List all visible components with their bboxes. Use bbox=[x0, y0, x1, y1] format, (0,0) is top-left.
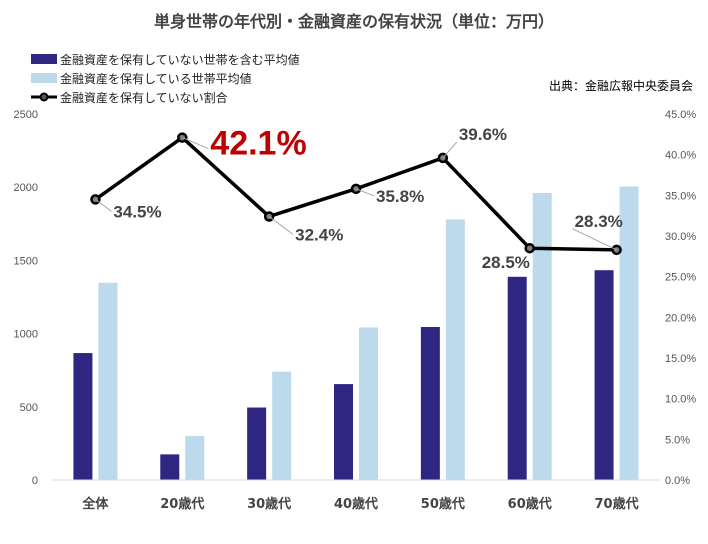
x-category-label: 40歳代 bbox=[334, 496, 378, 512]
y-left-tick-label: 1500 bbox=[14, 255, 38, 267]
bar-series-2 bbox=[98, 282, 118, 480]
x-category-label: 60歳代 bbox=[508, 496, 552, 512]
y-right-tick-label: 45.0% bbox=[665, 109, 696, 121]
legend: 金融資産を保有していない世帯を含む平均値 金融資産を保有している世帯平均値 金融… bbox=[31, 52, 300, 105]
data-label: 28.3% bbox=[575, 212, 623, 231]
y-right-tick-label: 15.0% bbox=[665, 353, 696, 365]
line-point bbox=[524, 242, 535, 254]
x-category-label: 20歳代 bbox=[160, 496, 204, 512]
legend-line-marker bbox=[39, 92, 49, 102]
label-leader-line bbox=[95, 198, 112, 212]
bar-series bbox=[73, 186, 639, 480]
y-right-tick-label: 35.0% bbox=[665, 190, 696, 202]
x-category-label: 全体 bbox=[81, 496, 109, 512]
y-right-tick-label: 0.0% bbox=[665, 475, 690, 487]
y-right-tick-label: 20.0% bbox=[665, 312, 696, 324]
y-axis-left: 0 500 1000 1500 2000 2500 bbox=[14, 109, 38, 487]
bar-series-2 bbox=[445, 219, 465, 480]
y-right-tick-label: 5.0% bbox=[665, 434, 690, 446]
y-left-tick-label: 0 bbox=[32, 475, 38, 487]
y-left-tick-label: 1000 bbox=[14, 329, 38, 341]
x-category-label: 50歳代 bbox=[421, 496, 465, 512]
label-leader-line bbox=[572, 228, 617, 251]
y-right-tick-label: 25.0% bbox=[665, 272, 696, 284]
bar-series-2 bbox=[619, 186, 639, 480]
chart-title: 単身世帯の年代別・金融資産の保有状況（単位：万円） bbox=[154, 12, 554, 31]
data-label: 32.4% bbox=[295, 225, 343, 244]
y-left-tick-label: 500 bbox=[20, 402, 38, 414]
y-axis-right: 0.0% 5.0% 10.0% 15.0% 20.0% 25.0% 30.0% 35.0% 40… bbox=[665, 109, 696, 487]
bar-series-2 bbox=[185, 436, 205, 480]
label-leader-line bbox=[355, 188, 375, 197]
y-right-tick-label: 40.0% bbox=[665, 150, 696, 162]
x-axis-categories: 全体 20歳代 30歳代 40歳代 50歳代 60歳代 70歳代 bbox=[81, 496, 638, 512]
x-category-label: 70歳代 bbox=[595, 496, 639, 512]
legend-swatch-series-2 bbox=[31, 73, 57, 83]
bar-series-1 bbox=[334, 384, 353, 480]
bar-series-1 bbox=[507, 276, 527, 480]
y-right-tick-label: 10.0% bbox=[665, 394, 696, 406]
bar-series-1 bbox=[160, 454, 180, 480]
bar-series-1 bbox=[594, 270, 614, 480]
y-left-tick-label: 2000 bbox=[14, 182, 38, 194]
legend-label-series-3: 金融資産を保有していない割合 bbox=[60, 90, 228, 105]
bar-series-1 bbox=[247, 407, 267, 480]
label-leader-line bbox=[442, 141, 458, 159]
data-label: 35.8% bbox=[376, 187, 424, 206]
label-leader-line bbox=[268, 216, 294, 235]
bar-series-1 bbox=[73, 353, 93, 480]
legend-label-series-1: 金融資産を保有していない世帯を含む平均値 bbox=[60, 52, 300, 67]
data-label: 28.5% bbox=[482, 253, 530, 272]
bar-series-1 bbox=[420, 327, 440, 480]
data-label-highlight: 42.1% bbox=[210, 125, 306, 163]
data-label: 34.5% bbox=[113, 202, 161, 221]
source-note: 出典：金融広報中央委員会 bbox=[549, 78, 693, 93]
y-right-tick-label: 30.0% bbox=[665, 231, 696, 243]
y-left-tick-label: 2500 bbox=[14, 109, 38, 121]
label-leader-line bbox=[182, 137, 209, 150]
legend-swatch-series-1 bbox=[31, 54, 57, 64]
line-labels: 34.5% 42.1% 32.4% 35.8% 39.6% 28.5% 28.3% bbox=[95, 125, 623, 272]
data-label: 39.6% bbox=[459, 125, 507, 144]
bar-series-2 bbox=[272, 371, 292, 480]
bar-series-2 bbox=[359, 327, 378, 480]
bar-series-2 bbox=[532, 193, 552, 480]
legend-label-series-3-bar: 金融資産を保有している世帯平均値 bbox=[60, 71, 252, 86]
x-category-label: 30歳代 bbox=[247, 496, 291, 512]
